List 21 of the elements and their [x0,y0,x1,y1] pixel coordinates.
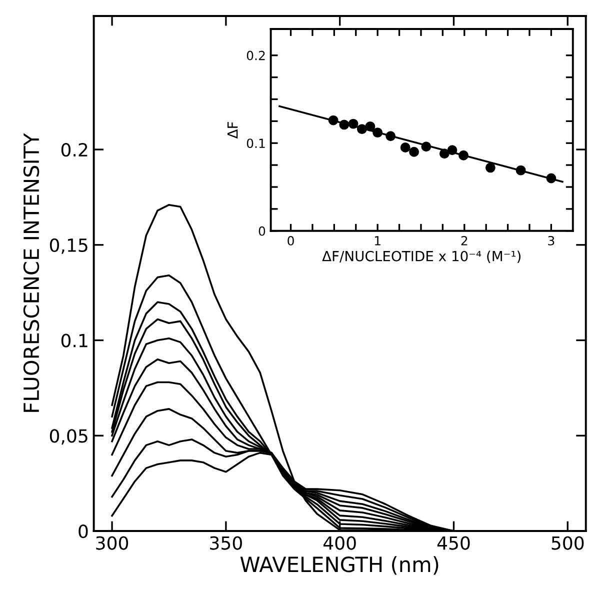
y-axis-title: FLUORESCENCE INTENSITY [23,133,40,412]
y-tick-label: 0,15 [50,238,88,254]
x-tick-label: 300 [96,536,128,550]
y-tick-label: 0.2 [61,142,88,157]
x-tick-label: 3 [548,236,554,246]
y-tick-label: 0.2 [246,50,265,60]
x-tick-label: 0 [288,236,294,246]
x-tick-label: 400 [323,536,356,550]
y-tick-label: 0,05 [50,429,88,445]
y-tick-label: 0 [258,226,266,236]
y-tick-label: 0.1 [246,138,265,148]
x-axis-title: WAVELENGTH (nm) [240,556,438,575]
x-tick-label: 450 [437,536,470,550]
y-axis-title: ΔF [228,122,238,139]
x-tick-label: 350 [210,536,242,550]
x-tick-label: 1 [374,236,380,246]
x-tick-label: 500 [552,536,584,550]
y-tick-label: 0 [78,524,88,538]
x-tick-label: 2 [461,236,468,246]
x-axis-title: ΔF/NUCLEOTIDE x 10⁻⁴ (M⁻¹) [322,250,520,263]
y-tick-label: 0.1 [61,334,88,348]
